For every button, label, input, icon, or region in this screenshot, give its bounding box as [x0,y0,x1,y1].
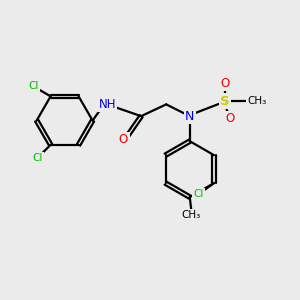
Text: O: O [225,112,234,125]
Text: CH₃: CH₃ [248,96,267,106]
Text: S: S [220,95,230,108]
Text: NH: NH [99,98,116,111]
Text: N: N [185,110,194,123]
Text: Cl: Cl [194,189,204,199]
Text: O: O [119,133,128,146]
Text: Cl: Cl [28,81,39,91]
Text: O: O [220,77,230,90]
Text: Cl: Cl [32,153,43,163]
Text: CH₃: CH₃ [182,210,201,220]
